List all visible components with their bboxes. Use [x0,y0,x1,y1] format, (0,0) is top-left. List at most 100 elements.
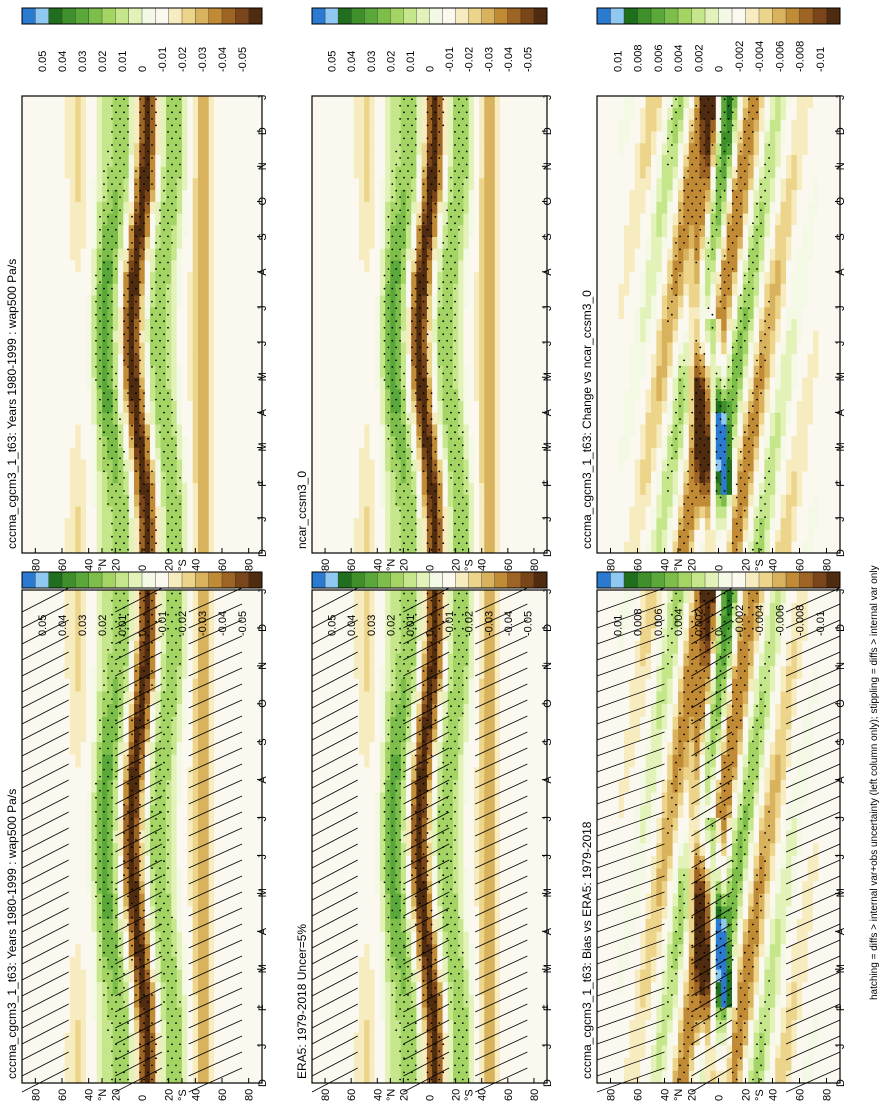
stipple-dot [175,535,177,538]
stipple-dot [139,620,141,623]
heatmap-cell [187,716,193,730]
heatmap-cell [75,482,81,495]
heatmap-cell [246,754,252,768]
heatmap-cell [155,1032,161,1046]
heatmap-cell [38,435,44,448]
heatmap-cell [22,365,28,378]
heatmap-cell [54,931,60,945]
stipple-dot [111,1008,113,1010]
heatmap-cell [134,471,140,484]
heatmap-cell [150,1070,156,1084]
heatmap-cell [128,107,135,120]
heatmap-cell [338,817,344,831]
heatmap-cell [96,248,103,261]
heatmap-cell [166,435,172,448]
stipple-dot [107,398,109,401]
heatmap-cell [96,665,103,679]
heatmap-cell [214,602,220,616]
heatmap-cell [327,906,334,919]
heatmap-cell [240,482,247,495]
heatmap-cell [198,994,204,1008]
heatmap-cell [102,447,108,460]
heatmap-cell [176,943,183,957]
heatmap-cell [219,678,225,692]
heatmap-cell [246,817,252,831]
heatmap-cell [208,640,215,654]
heatmap-cell [128,412,135,425]
heatmap-cell [208,388,215,401]
stipple-dot [127,1050,129,1053]
heatmap-cell [139,590,145,603]
heatmap-cell [118,271,124,284]
heatmap-cell [322,767,328,780]
stipple-dot [163,385,165,388]
stipple-dot [167,366,169,368]
stipple-dot [111,496,113,499]
heatmap-cell [251,248,257,261]
stipple-dot [143,470,145,473]
heatmap-cell [246,412,252,425]
stipple-dot [155,1043,157,1046]
heatmap-cell [150,880,156,894]
stipple-dot [143,157,145,159]
lat-label: 60 [217,1089,229,1101]
stipple-dot [179,98,181,101]
heatmap-cell [160,377,167,390]
stipple-dot [111,782,113,785]
stipple-dot [163,888,165,891]
heatmap-cell [171,459,177,472]
heatmap-cell [32,318,39,331]
stipple-dot [99,346,101,349]
colorbar-label: 0.01 [117,51,129,72]
heatmap-cell [59,868,65,882]
heatmap-cell [198,142,204,155]
heatmap-cell [112,918,119,932]
heatmap-cell [230,377,236,390]
stipple-dot [139,916,141,919]
heatmap-cell [96,224,103,237]
stipple-dot [159,839,161,841]
heatmap-cell [256,665,263,679]
stipple-dot [151,496,153,499]
heatmap-cell [22,283,28,296]
stipple-dot [99,846,101,848]
heatmap-cell [48,779,55,793]
heatmap-cell [176,653,183,667]
heatmap-cell [102,665,108,679]
heatmap-cell [139,665,145,679]
heatmap-cell [208,754,215,768]
stipple-dot [171,1043,173,1046]
heatmap-cell [230,494,236,507]
heatmap-cell [171,817,177,831]
stipple-dot [147,1029,149,1032]
heatmap-cell [139,236,145,249]
heatmap-cell [203,260,209,273]
heatmap-cell [187,779,193,793]
heatmap-cell [96,1007,103,1021]
heatmap-cell [192,678,199,692]
heatmap-cell [235,283,241,296]
heatmap-cell [80,1045,87,1059]
heatmap-cell [54,353,60,366]
heatmap-cell [91,435,97,448]
stipple-dot [131,228,133,231]
heatmap-cell [246,615,252,629]
heatmap-cell [182,318,188,331]
heatmap-cell [102,741,108,755]
heatmap-cell [118,119,124,132]
heatmap-cell [240,729,247,743]
heatmap-cell [230,754,236,768]
heatmap-cell [139,1057,145,1071]
stipple-dot [151,470,153,473]
heatmap-cell [208,969,215,983]
heatmap-cell [240,529,247,542]
heatmap-cell [107,665,113,679]
heatmap-cell [128,653,135,667]
heatmap-cell [107,830,113,844]
heatmap-cell [312,906,318,919]
heatmap-cell [128,189,135,202]
heatmap-cell [75,142,81,155]
month-label: A [257,268,269,276]
heatmap-cell [322,855,328,869]
heatmap-cell [187,627,193,641]
